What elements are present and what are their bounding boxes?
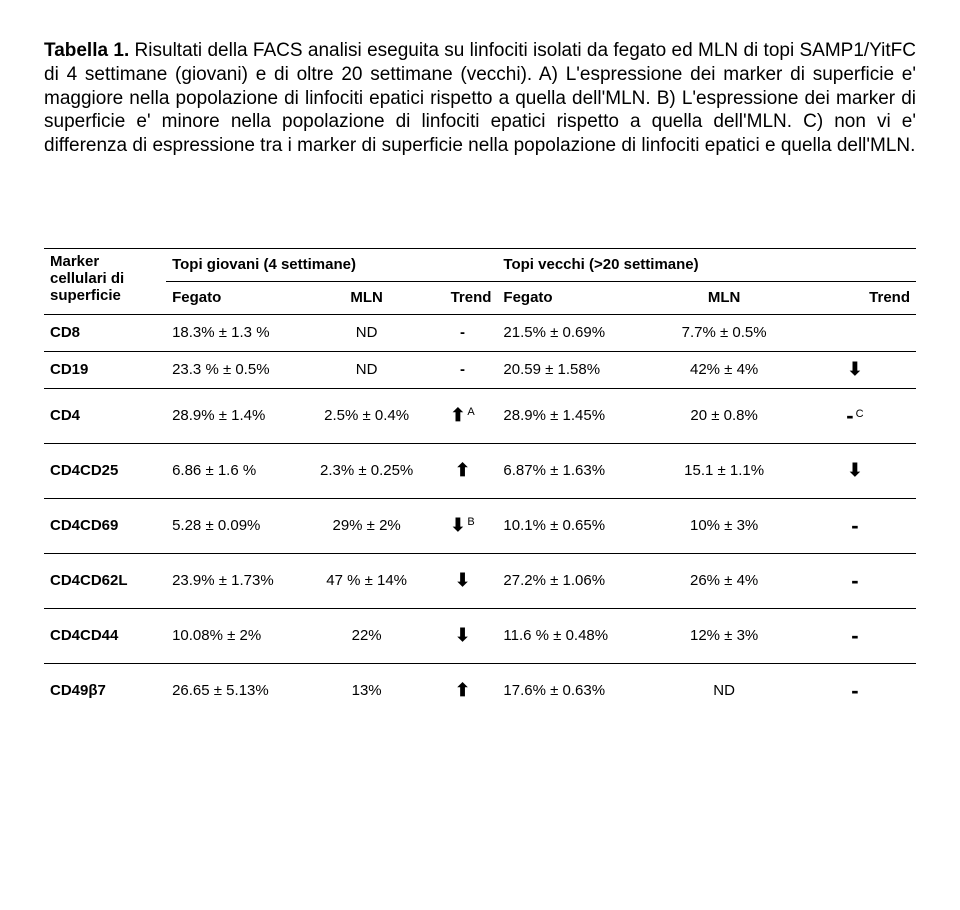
trend-cell: -C [794,388,916,443]
marker-cell: CD4CD69 [44,498,166,553]
table-row: CD428.9% ± 1.4%2.5% ± 0.4%⬆A28.9% ± 1.45… [44,388,916,443]
young-mln-cell: 2.5% ± 0.4% [306,388,428,443]
table-body: CD818.3% ± 1.3 %ND-21.5% ± 0.69%7.7% ± 0… [44,314,916,718]
young-fegato-cell: 18.3% ± 1.3 % [166,314,306,351]
table-row: CD4CD4410.08% ± 2%22%⬇11.6 % ± 0.48%12% … [44,608,916,663]
caption-text: Risultati della FACS analisi eseguita su… [44,40,916,156]
young-mln-cell: 13% [306,663,428,718]
old-mln-cell: ND [654,663,794,718]
trend-cell: ⬆ [428,443,498,498]
young-mln-cell: ND [306,351,428,388]
header-spacer [428,248,498,281]
header-old-group: Topi vecchi (>20 settimane) [497,248,916,281]
old-mln-cell: 42% ± 4% [654,351,794,388]
marker-cell: CD4CD44 [44,608,166,663]
header-young-group: Topi giovani (4 settimane) [166,248,428,281]
trend-cell: ⬇ [794,351,916,388]
table-row: CD49β726.65 ± 5.13%13%⬆17.6% ± 0.63%ND- [44,663,916,718]
marker-cell: CD19 [44,351,166,388]
young-fegato-cell: 28.9% ± 1.4% [166,388,306,443]
table-row: CD4CD695.28 ± 0.09%29% ± 2%⬇B10.1% ± 0.6… [44,498,916,553]
young-fegato-cell: 23.9% ± 1.73% [166,553,306,608]
marker-cell: CD8 [44,314,166,351]
data-table: Marker cellulari di superficie Topi giov… [44,248,916,718]
table-row: CD4CD256.86 ± 1.6 %2.3% ± 0.25%⬆6.87% ± … [44,443,916,498]
trend-cell: - [794,553,916,608]
old-mln-cell: 15.1 ± 1.1% [654,443,794,498]
old-fegato-cell: 27.2% ± 1.06% [497,553,654,608]
trend-cell: - [794,498,916,553]
young-fegato-cell: 10.08% ± 2% [166,608,306,663]
old-fegato-cell: 10.1% ± 0.65% [497,498,654,553]
trend-cell: - [794,608,916,663]
header-young-trend: Trend [428,281,498,314]
young-mln-cell: 47 % ± 14% [306,553,428,608]
caption-label: Tabella 1. [44,40,129,61]
old-mln-cell: 12% ± 3% [654,608,794,663]
trend-cell: - [428,351,498,388]
young-mln-cell: 29% ± 2% [306,498,428,553]
marker-cell: CD4 [44,388,166,443]
young-fegato-cell: 26.65 ± 5.13% [166,663,306,718]
table-caption: Tabella 1. Risultati della FACS analisi … [44,39,916,158]
young-mln-cell: 2.3% ± 0.25% [306,443,428,498]
header-young-fegato: Fegato [166,281,306,314]
table-row: CD818.3% ± 1.3 %ND-21.5% ± 0.69%7.7% ± 0… [44,314,916,351]
header-marker: Marker cellulari di superficie [44,248,166,314]
old-fegato-cell: 21.5% ± 0.69% [497,314,654,351]
table-row: CD4CD62L23.9% ± 1.73%47 % ± 14%⬇27.2% ± … [44,553,916,608]
old-mln-cell: 20 ± 0.8% [654,388,794,443]
marker-cell: CD49β7 [44,663,166,718]
header-young-mln: MLN [306,281,428,314]
young-fegato-cell: 5.28 ± 0.09% [166,498,306,553]
header-old-fegato: Fegato [497,281,654,314]
trend-cell: ⬆A [428,388,498,443]
trend-cell: ⬇ [794,443,916,498]
young-mln-cell: ND [306,314,428,351]
old-fegato-cell: 11.6 % ± 0.48% [497,608,654,663]
old-fegato-cell: 28.9% ± 1.45% [497,388,654,443]
table-row: CD1923.3 % ± 0.5%ND-20.59 ± 1.58%42% ± 4… [44,351,916,388]
header-marker-l1: Marker [50,253,99,270]
young-mln-cell: 22% [306,608,428,663]
trend-cell: ⬇B [428,498,498,553]
young-fegato-cell: 23.3 % ± 0.5% [166,351,306,388]
header-marker-l2: cellulari di [50,270,124,287]
old-mln-cell: 26% ± 4% [654,553,794,608]
marker-cell: CD4CD62L [44,553,166,608]
table-header: Marker cellulari di superficie Topi giov… [44,248,916,314]
old-fegato-cell: 17.6% ± 0.63% [497,663,654,718]
page: Tabella 1. Risultati della FACS analisi … [0,0,960,910]
old-fegato-cell: 6.87% ± 1.63% [497,443,654,498]
old-fegato-cell: 20.59 ± 1.58% [497,351,654,388]
trend-cell [794,314,916,351]
old-mln-cell: 7.7% ± 0.5% [654,314,794,351]
trend-cell: - [794,663,916,718]
trend-cell: - [428,314,498,351]
trend-cell: ⬇ [428,608,498,663]
marker-cell: CD4CD25 [44,443,166,498]
trend-cell: ⬆ [428,663,498,718]
young-fegato-cell: 6.86 ± 1.6 % [166,443,306,498]
header-old-mln: MLN [654,281,794,314]
old-mln-cell: 10% ± 3% [654,498,794,553]
header-marker-l3: superficie [50,287,121,304]
trend-cell: ⬇ [428,553,498,608]
header-old-trend: Trend [794,281,916,314]
